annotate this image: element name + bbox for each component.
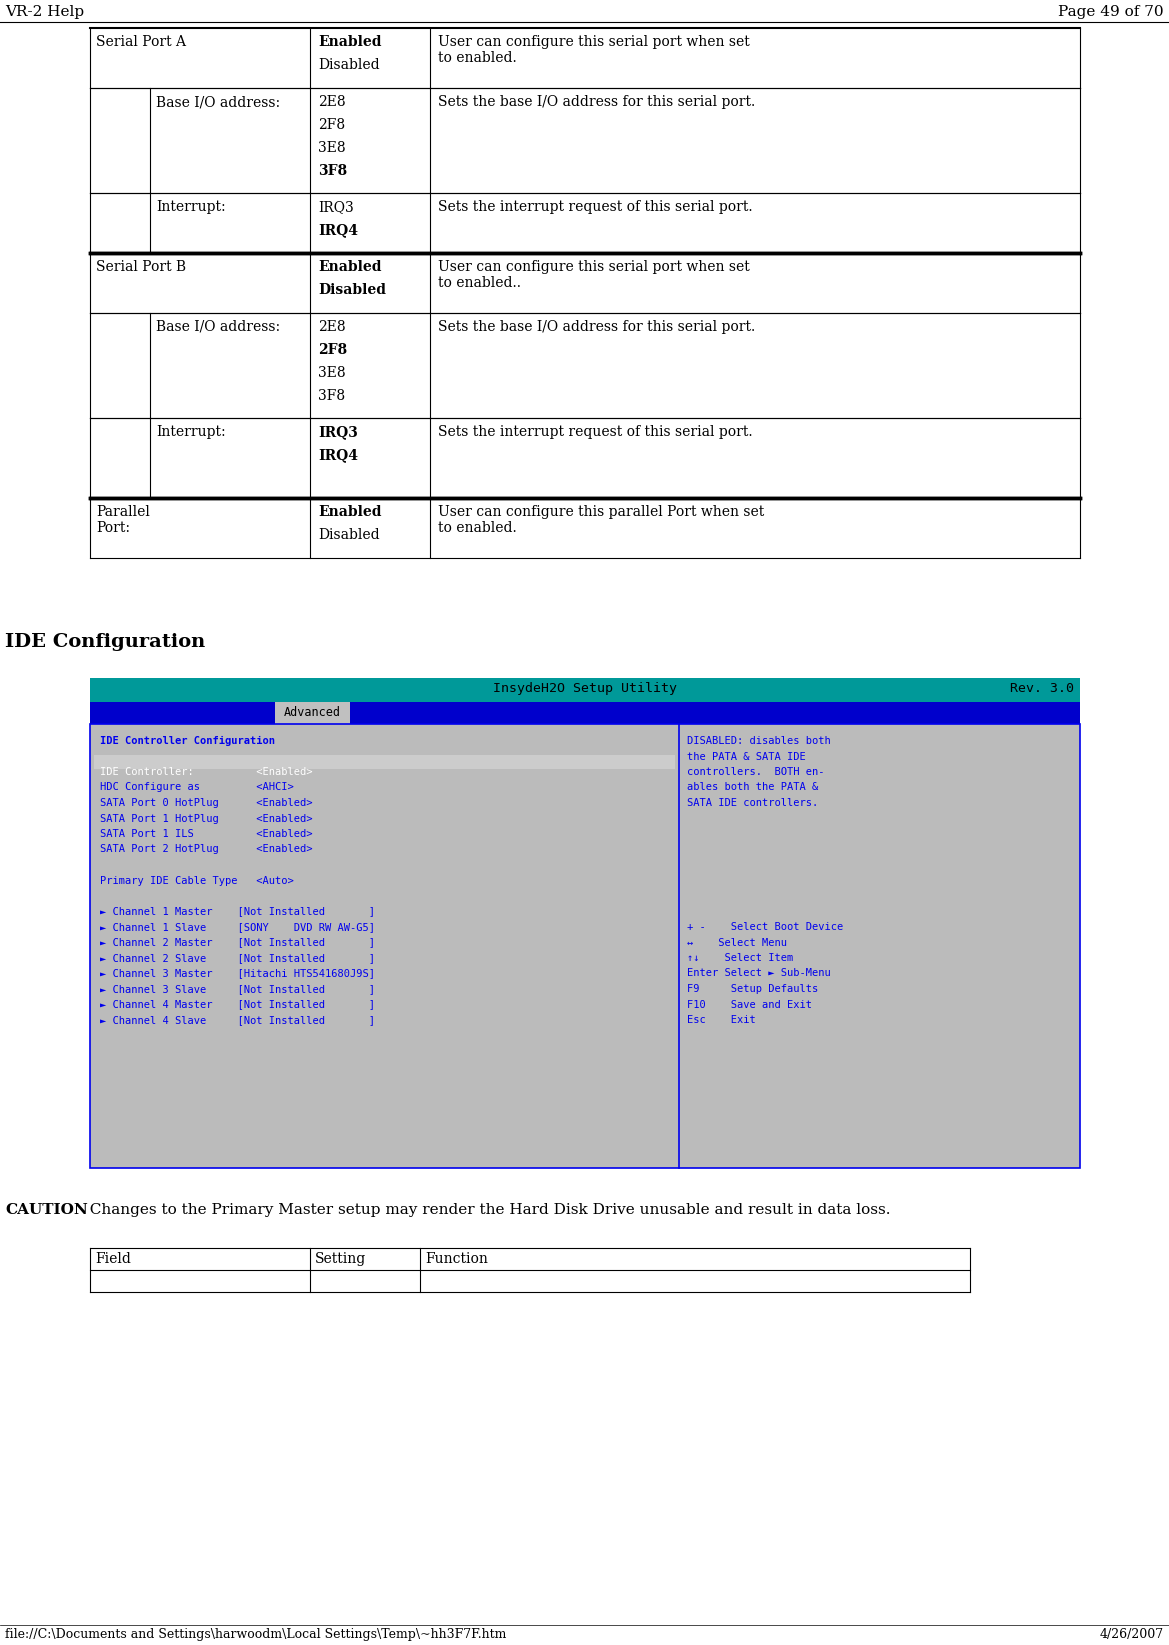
Text: Field: Field bbox=[95, 1252, 131, 1267]
Text: Base I/O address:: Base I/O address: bbox=[155, 95, 281, 109]
Text: Sets the base I/O address for this serial port.: Sets the base I/O address for this seria… bbox=[438, 321, 755, 334]
Text: the PATA & SATA IDE: the PATA & SATA IDE bbox=[687, 752, 805, 762]
Text: Primary IDE Cable Type   <Auto>: Primary IDE Cable Type <Auto> bbox=[101, 875, 293, 885]
Text: SATA IDE controllers.: SATA IDE controllers. bbox=[687, 798, 818, 808]
Text: Interrupt:: Interrupt: bbox=[155, 201, 226, 214]
Text: Sets the interrupt request of this serial port.: Sets the interrupt request of this seria… bbox=[438, 201, 753, 214]
Text: HDC Configure as         <AHCI>: HDC Configure as <AHCI> bbox=[101, 783, 293, 793]
Text: ► Channel 4 Slave     [Not Installed       ]: ► Channel 4 Slave [Not Installed ] bbox=[101, 1015, 375, 1025]
Text: Rev. 3.0: Rev. 3.0 bbox=[1010, 683, 1074, 694]
Text: F10    Save and Exit: F10 Save and Exit bbox=[687, 1000, 812, 1010]
Bar bbox=[90, 724, 1080, 1168]
Text: Enabled: Enabled bbox=[318, 260, 381, 275]
Text: ► Channel 4 Master    [Not Installed       ]: ► Channel 4 Master [Not Installed ] bbox=[101, 1000, 375, 1010]
Text: Changes to the Primary Master setup may render the Hard Disk Drive unusable and : Changes to the Primary Master setup may … bbox=[79, 1202, 891, 1217]
Text: 3E8: 3E8 bbox=[318, 141, 346, 155]
Text: Base I/O address:: Base I/O address: bbox=[155, 321, 281, 334]
Text: VR-2 Help: VR-2 Help bbox=[5, 5, 84, 20]
Text: Sets the base I/O address for this serial port.: Sets the base I/O address for this seria… bbox=[438, 95, 755, 109]
Text: IRQ4: IRQ4 bbox=[318, 224, 358, 237]
Text: file://C:\Documents and Settings\harwoodm\Local Settings\Temp\~hh3F7F.htm: file://C:\Documents and Settings\harwood… bbox=[5, 1629, 506, 1642]
Text: Enter Select ► Sub-Menu: Enter Select ► Sub-Menu bbox=[687, 969, 831, 979]
Text: controllers.  BOTH en-: controllers. BOTH en- bbox=[687, 767, 824, 776]
Text: Function: Function bbox=[426, 1252, 487, 1267]
Text: IDE Controller Configuration: IDE Controller Configuration bbox=[101, 735, 275, 747]
Text: 4/26/2007: 4/26/2007 bbox=[1100, 1629, 1164, 1642]
Text: Disabled: Disabled bbox=[318, 283, 386, 298]
Text: 3F8: 3F8 bbox=[318, 388, 345, 403]
Bar bbox=[275, 702, 350, 724]
Text: 2E8: 2E8 bbox=[318, 321, 346, 334]
Text: Serial Port A: Serial Port A bbox=[96, 35, 186, 49]
Text: ↑↓    Select Item: ↑↓ Select Item bbox=[687, 952, 794, 962]
Text: Advanced: Advanced bbox=[284, 706, 341, 719]
Text: IDE Controller:          <Enabled>: IDE Controller: <Enabled> bbox=[101, 767, 312, 776]
Text: User can configure this serial port when set
to enabled..: User can configure this serial port when… bbox=[438, 260, 749, 290]
Text: 3E8: 3E8 bbox=[318, 365, 346, 380]
Text: ► Channel 1 Slave     [SONY    DVD RW AW-G5]: ► Channel 1 Slave [SONY DVD RW AW-G5] bbox=[101, 921, 375, 933]
Text: Esc    Exit: Esc Exit bbox=[687, 1015, 755, 1025]
Text: CAUTION: CAUTION bbox=[5, 1202, 88, 1217]
Text: SATA Port 2 HotPlug      <Enabled>: SATA Port 2 HotPlug <Enabled> bbox=[101, 844, 312, 854]
Text: Page 49 of 70: Page 49 of 70 bbox=[1058, 5, 1164, 20]
Bar bbox=[94, 755, 675, 768]
Text: F9     Setup Defaults: F9 Setup Defaults bbox=[687, 984, 818, 994]
Text: Enabled: Enabled bbox=[318, 505, 381, 520]
Text: IRQ3: IRQ3 bbox=[318, 424, 358, 439]
Text: + -    Select Boot Device: + - Select Boot Device bbox=[687, 921, 843, 933]
Text: IRQ3: IRQ3 bbox=[318, 201, 354, 214]
Bar bbox=[90, 702, 1080, 724]
Text: Setting: Setting bbox=[314, 1252, 366, 1267]
Text: InsydeH2O Setup Utility: InsydeH2O Setup Utility bbox=[493, 683, 677, 694]
Text: 2F8: 2F8 bbox=[318, 118, 345, 132]
Text: 3F8: 3F8 bbox=[318, 164, 347, 178]
Text: Parallel
Port:: Parallel Port: bbox=[96, 505, 150, 535]
Text: ► Channel 3 Slave     [Not Installed       ]: ► Channel 3 Slave [Not Installed ] bbox=[101, 984, 375, 994]
Text: IDE Configuration: IDE Configuration bbox=[5, 633, 206, 651]
Text: ► Channel 3 Master    [Hitachi HTS541680J9S]: ► Channel 3 Master [Hitachi HTS541680J9S… bbox=[101, 969, 375, 979]
Text: SATA Port 1 ILS          <Enabled>: SATA Port 1 ILS <Enabled> bbox=[101, 829, 312, 839]
Text: DISABLED: disables both: DISABLED: disables both bbox=[687, 735, 831, 745]
Text: User can configure this serial port when set
to enabled.: User can configure this serial port when… bbox=[438, 35, 749, 66]
Text: SATA Port 1 HotPlug      <Enabled>: SATA Port 1 HotPlug <Enabled> bbox=[101, 814, 312, 824]
Text: Interrupt:: Interrupt: bbox=[155, 424, 226, 439]
Text: User can configure this parallel Port when set
to enabled.: User can configure this parallel Port wh… bbox=[438, 505, 765, 535]
Text: ► Channel 2 Master    [Not Installed       ]: ► Channel 2 Master [Not Installed ] bbox=[101, 938, 375, 948]
Text: Enabled: Enabled bbox=[318, 35, 381, 49]
Text: 2F8: 2F8 bbox=[318, 344, 347, 357]
Text: 2E8: 2E8 bbox=[318, 95, 346, 109]
Text: ↔    Select Menu: ↔ Select Menu bbox=[687, 938, 787, 948]
Text: Disabled: Disabled bbox=[318, 58, 380, 72]
Text: SATA Port 0 HotPlug      <Enabled>: SATA Port 0 HotPlug <Enabled> bbox=[101, 798, 312, 808]
Text: ► Channel 1 Master    [Not Installed       ]: ► Channel 1 Master [Not Installed ] bbox=[101, 906, 375, 916]
Text: ables both the PATA &: ables both the PATA & bbox=[687, 783, 818, 793]
Text: Serial Port B: Serial Port B bbox=[96, 260, 186, 275]
Text: Disabled: Disabled bbox=[318, 528, 380, 541]
Text: IRQ4: IRQ4 bbox=[318, 447, 358, 462]
Text: ► Channel 2 Slave     [Not Installed       ]: ► Channel 2 Slave [Not Installed ] bbox=[101, 952, 375, 962]
Bar bbox=[90, 678, 1080, 702]
Text: Sets the interrupt request of this serial port.: Sets the interrupt request of this seria… bbox=[438, 424, 753, 439]
